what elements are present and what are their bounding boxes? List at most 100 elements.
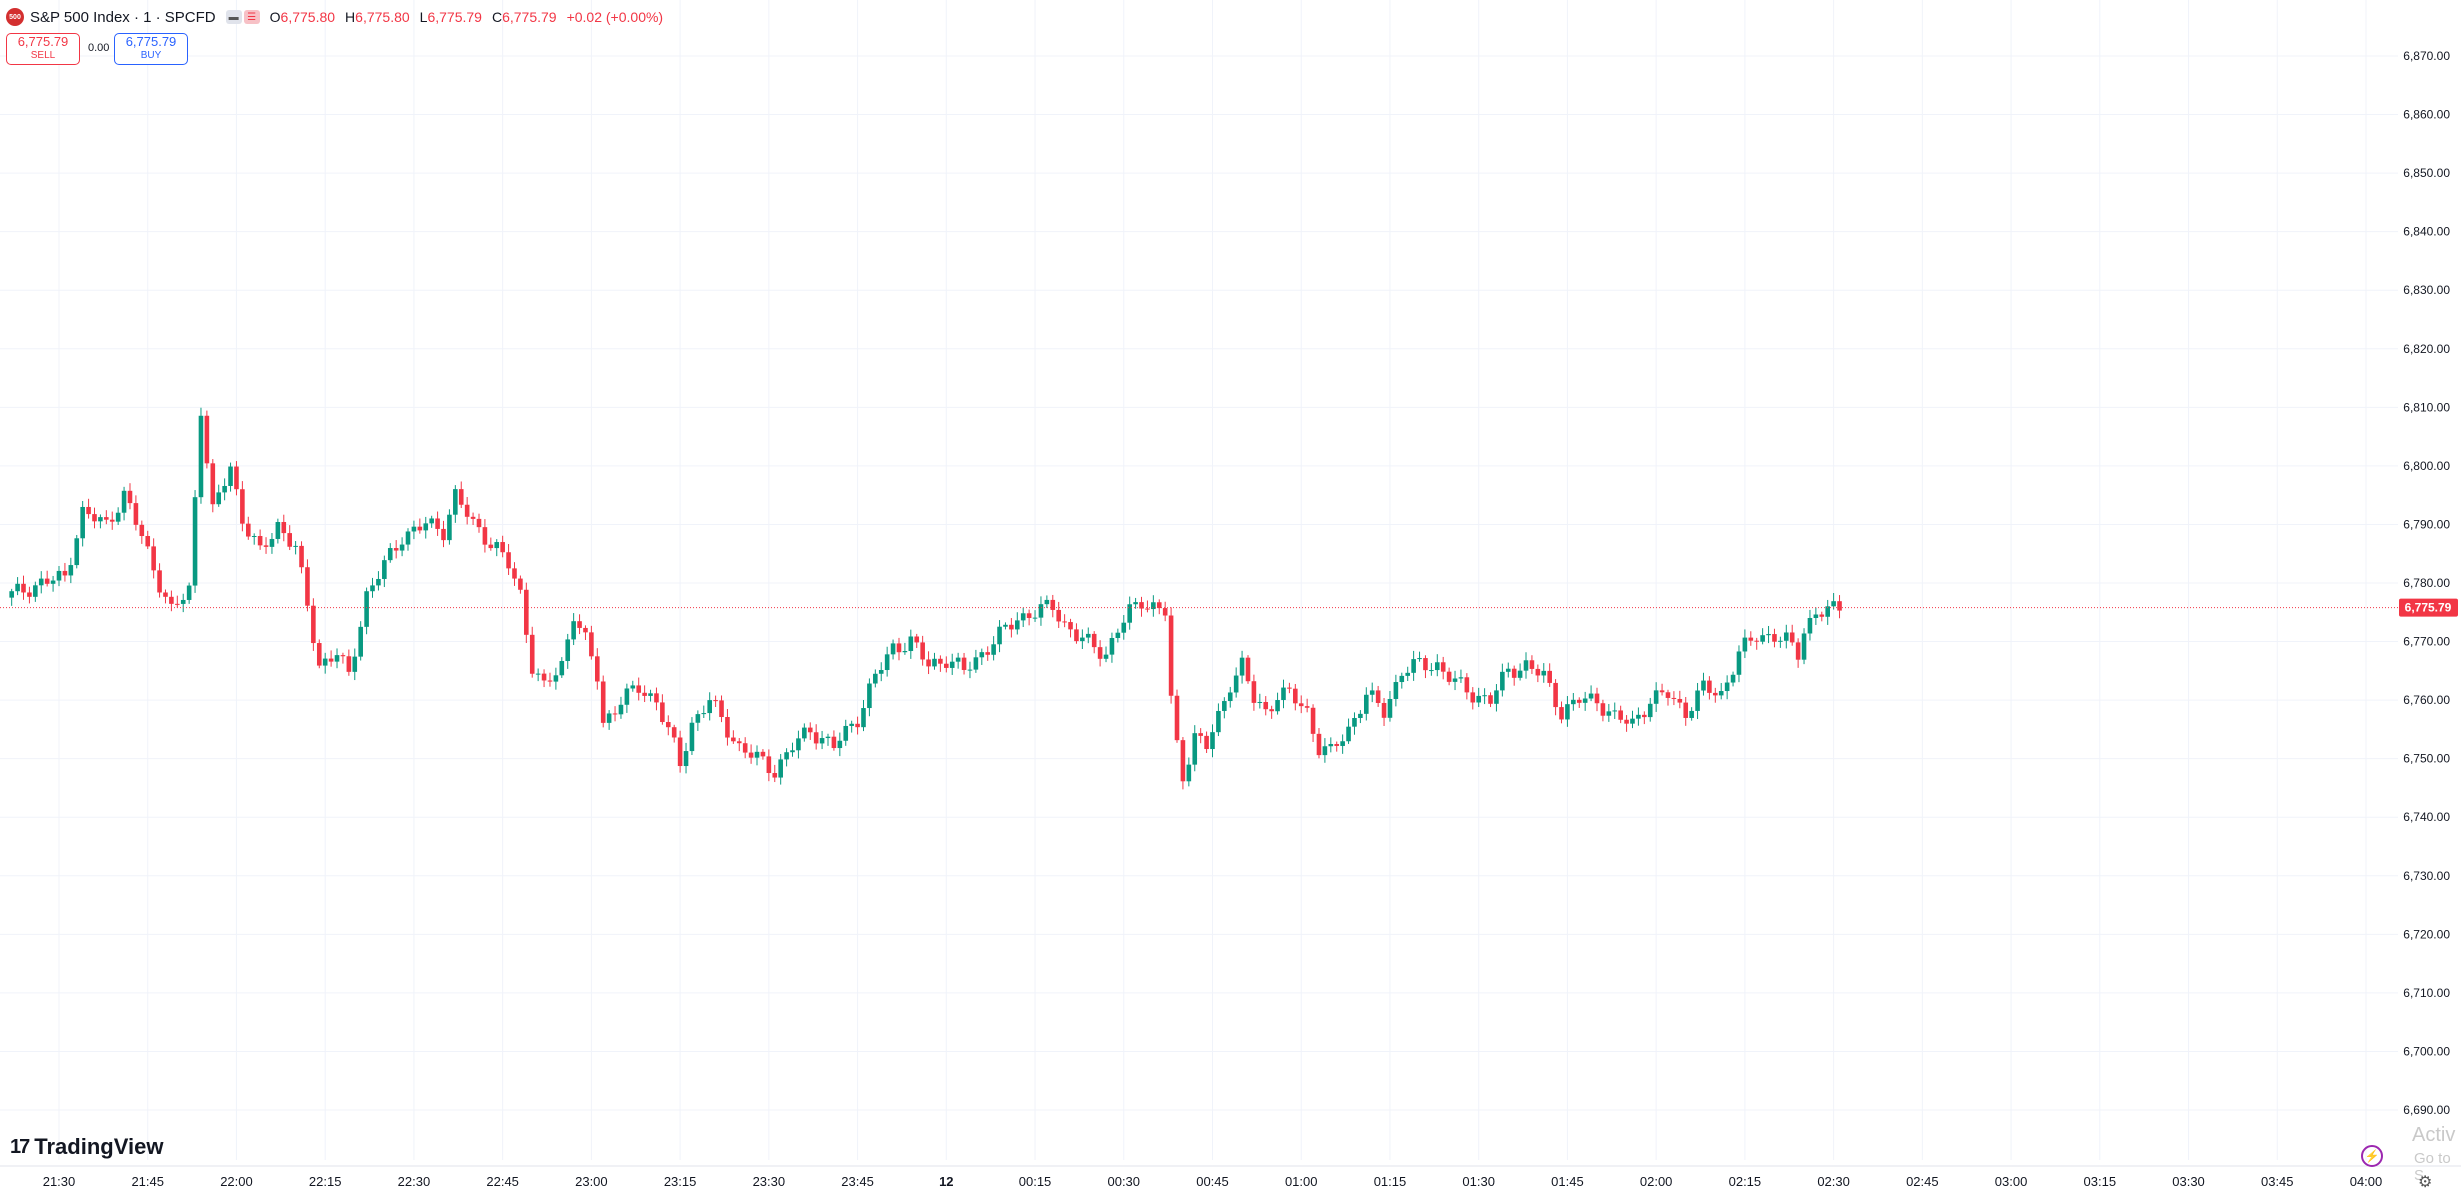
x-tick-label: 23:45 xyxy=(841,1174,874,1189)
y-tick-label: 6,810.00 xyxy=(2403,400,2450,414)
candle-body xyxy=(44,578,50,584)
candle xyxy=(1600,699,1606,722)
candle xyxy=(506,544,511,575)
candle xyxy=(1665,689,1671,706)
sell-button[interactable]: 6,775.79 SELL xyxy=(6,33,80,65)
candle xyxy=(512,562,517,586)
x-tick-label: 03:30 xyxy=(2172,1174,2205,1189)
candle xyxy=(163,589,168,604)
candle-body xyxy=(920,642,925,660)
candle-body xyxy=(287,533,292,547)
spread-value: 0.00 xyxy=(88,42,110,54)
x-tick-label: 03:45 xyxy=(2261,1174,2294,1189)
candle xyxy=(1837,595,1842,619)
candle xyxy=(890,639,896,660)
settings-gear-icon[interactable]: ⚙ xyxy=(2418,1174,2433,1191)
candle xyxy=(1085,627,1091,644)
candle xyxy=(1565,696,1570,727)
menu-icon[interactable]: ☰ xyxy=(243,10,260,24)
candle-body xyxy=(553,675,559,682)
candle-body xyxy=(1535,668,1541,676)
candle xyxy=(1571,692,1576,711)
candles xyxy=(9,407,1842,790)
candle xyxy=(346,649,352,676)
candle-body xyxy=(600,681,606,723)
candle-body xyxy=(630,685,636,689)
buy-price: 6,775.79 xyxy=(125,34,177,49)
candle-body xyxy=(1310,707,1316,734)
candle-body xyxy=(577,621,582,628)
candle xyxy=(198,407,204,504)
symbol-title[interactable]: S&P 500 Index · 1 · SPCFD xyxy=(30,8,216,26)
candle-body xyxy=(1795,642,1801,660)
price-axis[interactable]: 6,870.00 6,860.00 6,850.00 6,840.00 6,830.00… xyxy=(2403,49,2450,1117)
candle xyxy=(547,672,553,687)
candle-body xyxy=(488,544,494,549)
candle xyxy=(287,525,292,551)
grid-lines xyxy=(0,0,2398,1160)
candle xyxy=(476,513,482,533)
candle xyxy=(364,587,369,635)
candle-body xyxy=(364,591,369,627)
candle xyxy=(222,478,227,501)
candle xyxy=(660,694,665,725)
lightning-icon[interactable]: ⚡ xyxy=(2361,1145,2383,1167)
candle xyxy=(1789,624,1795,646)
candle xyxy=(1612,702,1618,719)
candle-body xyxy=(1707,680,1712,693)
candle-body xyxy=(68,565,74,576)
candle-body xyxy=(1494,690,1499,704)
candle xyxy=(157,563,162,598)
candle xyxy=(435,511,440,536)
candle xyxy=(441,520,446,548)
candle xyxy=(1127,596,1132,630)
candle xyxy=(1677,690,1683,709)
candle-body xyxy=(476,518,482,528)
candle-body xyxy=(1364,694,1369,714)
time-axis[interactable]: 21:30 21:45 22:00 22:15 22:30 22:45 23:00 23:15… xyxy=(0,1165,2461,1189)
candle-body xyxy=(1145,608,1150,610)
candle-body xyxy=(275,522,281,539)
candle xyxy=(1251,674,1257,711)
candle-body xyxy=(535,673,541,675)
candle xyxy=(1452,670,1458,691)
candle-body xyxy=(754,751,760,758)
candle-body xyxy=(74,538,80,566)
candle xyxy=(151,538,156,579)
buy-button[interactable]: 6,775.79 BUY xyxy=(114,33,188,65)
candle-body xyxy=(429,518,434,524)
candle-body xyxy=(1748,637,1754,641)
candle xyxy=(1097,640,1103,667)
candle xyxy=(1056,601,1061,629)
candle-body xyxy=(1381,702,1387,718)
x-tick-label: 01:00 xyxy=(1285,1174,1318,1189)
candle-body xyxy=(1529,660,1535,669)
candle xyxy=(1659,683,1665,696)
candle xyxy=(458,481,464,509)
open-value: 6,775.80 xyxy=(280,9,336,25)
candle-body xyxy=(949,661,955,668)
candle xyxy=(837,732,843,757)
candle-body xyxy=(1198,733,1203,736)
x-tick-label: 04:00 xyxy=(2350,1174,2383,1189)
candle-body xyxy=(382,560,387,579)
candle xyxy=(1417,651,1422,662)
candle xyxy=(1310,704,1316,743)
candle xyxy=(855,716,860,735)
candle-body xyxy=(1624,719,1629,724)
candle-body xyxy=(955,657,961,662)
candle-body xyxy=(1553,682,1558,708)
tradingview-logo[interactable]: 17 TradingView xyxy=(10,1134,163,1160)
candle xyxy=(589,625,594,660)
candle xyxy=(1754,637,1760,650)
candle-body xyxy=(210,463,216,505)
candle-body xyxy=(1683,702,1689,718)
candle-body xyxy=(748,752,754,758)
collapse-icon[interactable]: ▬ xyxy=(225,10,242,24)
candle xyxy=(1825,599,1830,625)
candle-body xyxy=(453,489,458,515)
candle-body xyxy=(1695,690,1700,711)
candle-body xyxy=(1766,634,1771,636)
candle-body xyxy=(867,683,872,709)
